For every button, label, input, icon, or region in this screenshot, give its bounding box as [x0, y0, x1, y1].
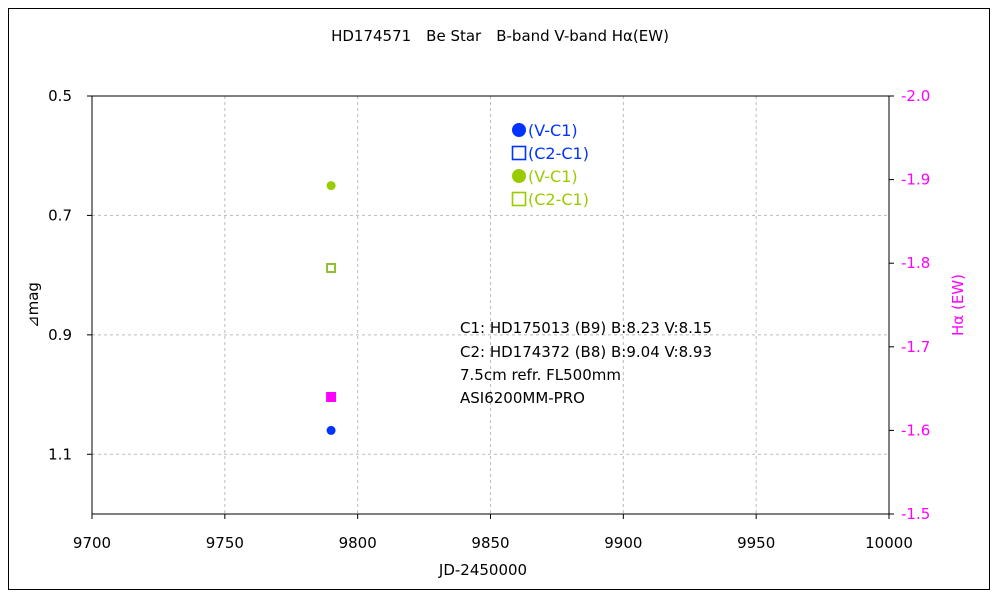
data-points	[326, 181, 337, 435]
y2-tick-label: -1.8	[901, 254, 930, 272]
legend-marker	[511, 145, 527, 161]
x-tick-label: 9950	[737, 534, 775, 552]
legend-label: (V-C1)	[528, 121, 578, 140]
legend: (V-C1) (C2-C1) (V-C1) (C2-C1)	[511, 121, 589, 209]
annotation-c1: C1: HD175013 (B9) B:8.23 V:8.15	[460, 319, 712, 337]
grid	[92, 95, 889, 514]
data-point	[326, 263, 336, 273]
chart-frame	[8, 8, 990, 590]
legend-label: (V-C1)	[528, 167, 578, 186]
y-tick-label: 0.5	[48, 87, 72, 105]
y-axis-ticks: 0.5 0.7 0.9 1.1	[48, 87, 92, 463]
y2-axis-ticks: -2.0 -1.9 -1.8 -1.7 -1.6 -1.5	[889, 87, 930, 523]
y2-tick-label: -1.5	[901, 505, 930, 523]
x-tick-label: 9900	[604, 534, 642, 552]
x-axis-label: JD-2450000	[438, 561, 527, 579]
y2-tick-label: -1.7	[901, 338, 930, 356]
data-point	[326, 181, 336, 191]
x-axis-ticks: 9700 9750 9800 9850 9900 9950 10000	[73, 514, 913, 552]
chart-title: HD174571 Be Star B-band V-band Hα(EW)	[331, 27, 669, 45]
legend-label: (C2-C1)	[528, 144, 589, 163]
x-tick-label: 9750	[206, 534, 244, 552]
annotation-block: C1: HD175013 (B9) B:8.23 V:8.15 C2: HD17…	[460, 319, 712, 407]
x-tick-label: 9700	[73, 534, 111, 552]
annotation-telescope: 7.5cm refr. FL500mm	[460, 366, 621, 384]
y2-axis-label: Hα (EW)	[949, 274, 967, 336]
legend-marker	[512, 169, 526, 183]
annotation-c2: C2: HD174372 (B8) B:9.04 V:8.93	[460, 343, 712, 361]
y2-tick-label: -2.0	[901, 87, 930, 105]
data-point	[326, 425, 336, 435]
annotation-camera: ASI6200MM-PRO	[460, 389, 585, 407]
x-tick-label: 10000	[865, 534, 913, 552]
y-tick-label: 0.9	[48, 326, 72, 344]
y2-tick-label: -1.9	[901, 171, 930, 189]
legend-marker	[511, 191, 527, 207]
y-axis-label: ⊿mag	[24, 282, 42, 328]
legend-label: (C2-C1)	[528, 190, 589, 209]
x-tick-label: 9850	[471, 534, 509, 552]
y-tick-label: 1.1	[48, 445, 72, 463]
y2-tick-label: -1.6	[901, 421, 930, 439]
x-tick-label: 9800	[339, 534, 377, 552]
data-point	[326, 263, 336, 273]
y-tick-label: 0.7	[48, 206, 72, 224]
data-point	[326, 391, 337, 402]
legend-marker	[512, 123, 526, 137]
